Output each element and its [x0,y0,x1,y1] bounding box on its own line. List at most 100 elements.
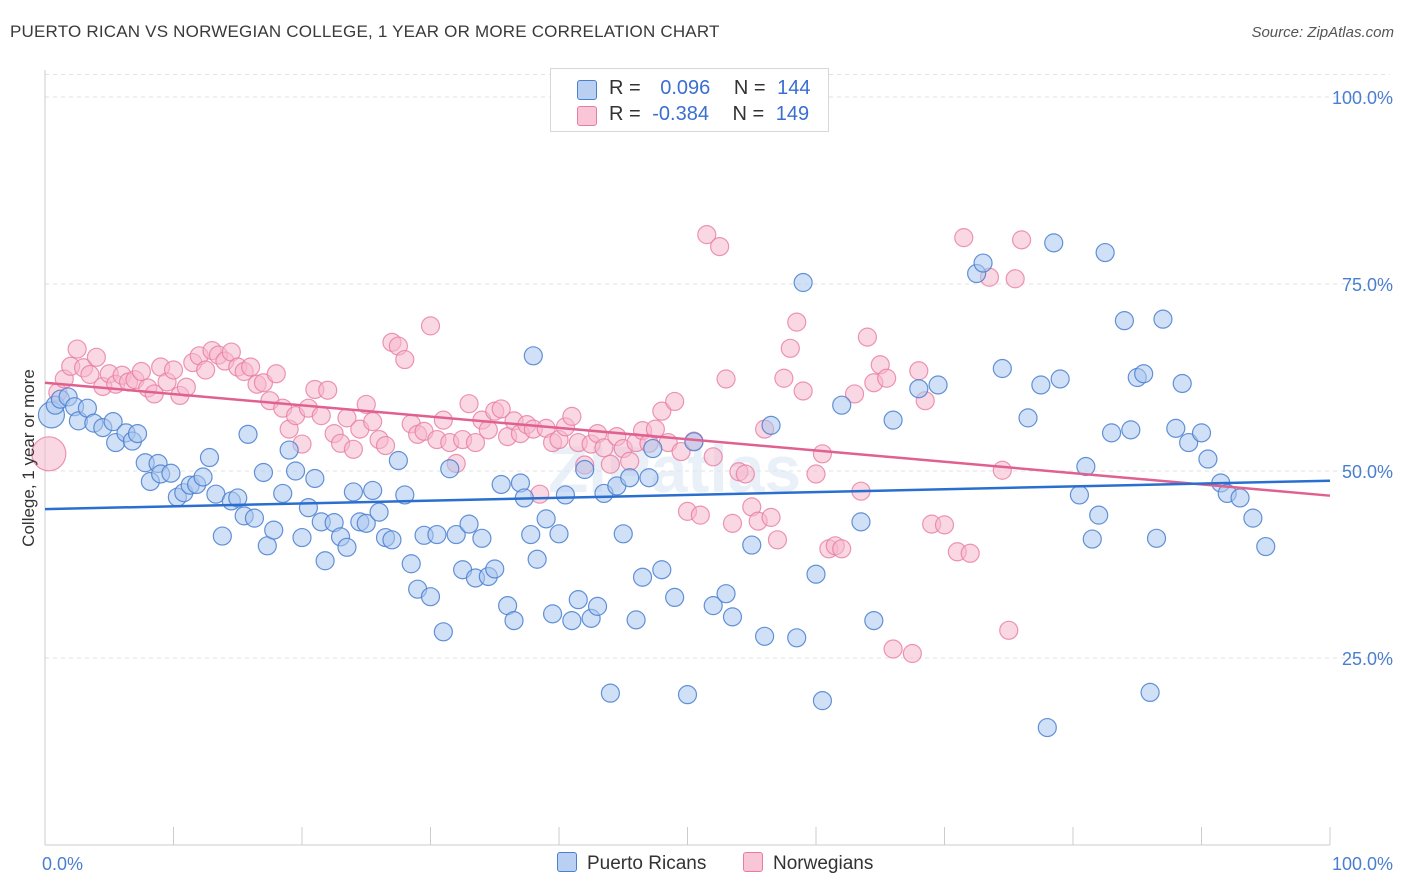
puerto-ricans-point [542,604,563,624]
norwegians-point [793,381,813,401]
puerto-ricans-point [1153,309,1173,329]
puerto-ricans-point [883,410,903,430]
puerto-ricans-point [472,528,492,548]
puerto-ricans-point [1069,485,1090,505]
puerto-ricans-point [684,432,704,452]
norwegians-point [960,543,980,563]
puerto-ricans-point [395,485,415,505]
puerto-ricans-point [568,590,588,610]
puerto-ricans-point [521,524,541,545]
puerto-ricans-point [1076,456,1096,477]
puerto-ricans-point [285,461,306,481]
puerto-ricans-point [1114,311,1135,331]
puerto-ricans-point [722,607,743,627]
puerto-ricans-point [677,685,698,705]
norwegians-point [844,384,865,404]
correlation-legend: R = 0.096 N = 144 R = -0.384 N = 149 [550,68,829,132]
puerto-ricans-point [793,272,813,293]
puerto-ricans-point [363,480,383,501]
puerto-ricans-point [555,485,576,505]
puerto-ricans-point [973,253,993,273]
chart-title: PUERTO RICAN VS NORWEGIAN COLLEGE, 1 YEA… [10,22,720,41]
puerto-ricans-point [427,524,447,545]
puerto-ricans-point [587,596,608,616]
puerto-ricans-point [527,549,547,569]
legend-label: Norwegians [773,853,874,874]
puerto-ricans-point [928,375,948,395]
puerto-ricans-point [1037,717,1057,738]
legend-swatch-pink [743,852,763,872]
legend-r-label: R = [609,103,641,125]
norwegians-point [787,312,807,332]
puerto-ricans-point [806,564,826,584]
puerto-ricans-point [1230,488,1250,508]
puerto-ricans-point [575,459,595,480]
puerto-ricans-point [754,626,775,646]
norwegians-point [594,438,614,458]
puerto-ricans-point [305,468,325,489]
puerto-ricans-point [549,524,569,544]
norwegians-point [806,464,826,484]
puerto-ricans-point [536,509,556,529]
puerto-ricans-point [613,524,633,544]
y-tick-label: 75.0% [1342,275,1393,295]
norwegians-point [761,507,781,527]
legend-r-label: R = [609,77,641,99]
puerto-ricans-point [652,560,672,580]
puerto-ricans-point [315,551,335,571]
puerto-ricans-point [643,438,663,459]
norwegians-point [465,432,486,453]
puerto-ricans-point [298,498,319,518]
puerto-ricans-point [1044,233,1064,253]
norwegians-point [934,515,955,535]
norwegians-point [163,360,184,380]
legend-n-label: N = [733,77,766,99]
norwegians-point [954,228,974,248]
puerto-ricans-point [742,535,762,555]
puerto-ricans-point [787,628,807,648]
puerto-ricans-point [491,474,511,495]
norwegians-point [999,620,1019,640]
norwegians-point [433,410,453,430]
puerto-ricans-point [485,559,505,579]
puerto-ricans-point [1256,536,1276,557]
y-axis-label: College, 1 year or more [19,369,38,547]
norwegians-point [356,394,376,415]
norwegians-point [31,436,67,472]
norwegians-point [992,460,1012,480]
norwegians-point [690,505,710,525]
norwegians-point [774,368,794,388]
puerto-ricans-point [199,447,220,468]
puerto-ricans-point [1031,375,1051,395]
puerto-ricans-point [420,587,441,607]
legend-n-value: 144 [777,77,811,99]
puerto-ricans-point [228,488,248,508]
norwegians-point [722,513,743,533]
puerto-ricans-trend-line [44,479,1331,511]
norwegians-point [767,530,788,550]
puerto-ricans-point [401,554,421,574]
puerto-ricans-point [238,424,258,444]
norwegians-point [671,441,691,462]
norwegians-point [857,327,878,347]
puerto-ricans-point [562,610,582,631]
puerto-ricans-point [812,691,833,711]
puerto-ricans-point [356,513,376,533]
legend-r-value: 0.096 [660,77,711,99]
norwegians-point [562,406,582,426]
puerto-ricans-point [1146,528,1167,548]
puerto-ricans-point [1089,505,1109,525]
norwegians-point [877,368,897,388]
norwegians-point [703,447,723,467]
trend-lines [44,381,1331,511]
puerto-ricans-point [1179,432,1199,453]
norwegians-point [478,420,498,440]
legend-item-norwegians: Norwegians [743,852,873,875]
puerto-ricans-point [620,468,640,488]
puerto-ricans-point [1050,369,1070,389]
legend-swatch-blue [577,80,597,100]
puerto-ricans-point [600,683,621,703]
puerto-ricans-point [1243,508,1263,528]
puerto-ricans-point [1191,423,1212,443]
puerto-ricans-point [832,395,852,415]
